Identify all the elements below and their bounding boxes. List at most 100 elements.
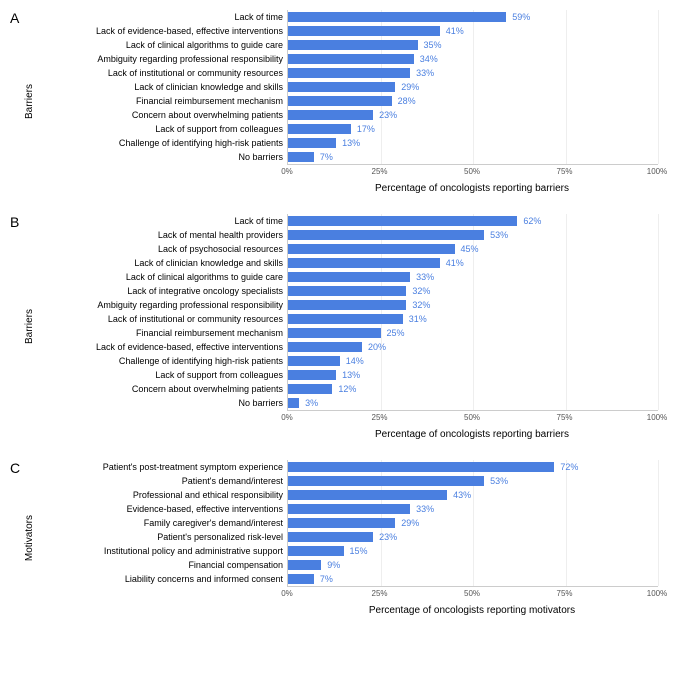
chart-area: MotivatorsPatient's post-treatment sympt… [24,460,675,616]
bar [288,384,332,394]
bar [288,574,314,584]
bar-value: 13% [342,370,360,380]
x-tick: 75% [556,589,572,598]
bar-value: 34% [420,54,438,64]
bar-label: Financial reimbursement mechanism [37,94,287,108]
bar-value: 35% [424,40,442,50]
bar-label: Challenge of identifying high-risk patie… [37,136,287,150]
bar-label: Lack of evidence-based, effective interv… [37,340,287,354]
plot-area: 62%53%45%41%33%32%32%31%25%20%14%13%12%3… [287,214,658,411]
bar-row: 62% [288,214,658,228]
bar-value: 29% [401,82,419,92]
bar-label: Lack of clinician knowledge and skills [37,80,287,94]
x-axis-title: Percentage of oncologists reporting moti… [287,605,657,616]
x-tick: 75% [556,413,572,422]
bar-label: Lack of time [37,10,287,24]
bar [288,314,403,324]
bar-label: Lack of integrative oncology specialists [37,284,287,298]
bar-value: 7% [320,152,333,162]
bar-label: Financial compensation [37,558,287,572]
bar-value: 28% [398,96,416,106]
bar-value: 33% [416,68,434,78]
bar-value: 72% [560,462,578,472]
bar-label: No barriers [37,396,287,410]
bar-value: 17% [357,124,375,134]
bars-column: 72%53%43%33%29%23%15%9%7%0%25%50%75%100%… [287,460,657,616]
bar-label: Institutional policy and administrative … [37,544,287,558]
bar-value: 14% [346,356,364,366]
bar-value: 32% [412,300,430,310]
bar-row: 17% [288,122,658,136]
bar-row: 14% [288,354,658,368]
bar-value: 45% [461,244,479,254]
bar [288,54,414,64]
bar-label: Lack of mental health providers [37,228,287,242]
bar-row: 13% [288,368,658,382]
bar-label: Ambiguity regarding professional respons… [37,298,287,312]
bar [288,286,406,296]
bar-label: Lack of psychosocial resources [37,242,287,256]
bar [288,244,455,254]
x-ticks: 0%25%50%75%100% [287,165,657,177]
panel-a: ABarriersLack of timeLack of evidence-ba… [10,10,675,194]
bar-value: 59% [512,12,530,22]
bar [288,300,406,310]
bar [288,518,395,528]
bar [288,68,410,78]
grid-line [658,214,659,410]
bar-row: 41% [288,24,658,38]
y-axis-title: Barriers [24,84,35,119]
bar-value: 43% [453,490,471,500]
bar [288,82,395,92]
x-tick: 50% [464,413,480,422]
bar [288,96,392,106]
panel-b: BBarriersLack of timeLack of mental heal… [10,214,675,440]
bar-value: 25% [387,328,405,338]
x-ticks: 0%25%50%75%100% [287,411,657,423]
bar-row: 29% [288,516,658,530]
labels-column: Patient's post-treatment symptom experie… [37,460,287,616]
bar-label: Family caregiver's demand/interest [37,516,287,530]
bar-value: 41% [446,258,464,268]
x-tick: 100% [647,167,667,176]
x-tick: 25% [371,167,387,176]
y-axis-title: Barriers [24,309,35,344]
bar-row: 28% [288,94,658,108]
bar-label: Liability concerns and informed consent [37,572,287,586]
bar-label: Patient's demand/interest [37,474,287,488]
bar-label: Lack of clinical algorithms to guide car… [37,38,287,52]
x-tick: 100% [647,589,667,598]
bar-value: 13% [342,138,360,148]
chart-area: BarriersLack of timeLack of evidence-bas… [24,10,675,194]
x-tick: 25% [371,589,387,598]
bar [288,342,362,352]
bar-row: 29% [288,80,658,94]
bar-label: Lack of clinician knowledge and skills [37,256,287,270]
bar-value: 9% [327,560,340,570]
bar-label: Patient's post-treatment symptom experie… [37,460,287,474]
bar-row: 41% [288,256,658,270]
bar-row: 7% [288,572,658,586]
x-ticks: 0%25%50%75%100% [287,587,657,599]
bar-row: 25% [288,326,658,340]
bar-label: Lack of evidence-based, effective interv… [37,24,287,38]
bar [288,40,418,50]
bar-value: 33% [416,272,434,282]
bar [288,26,440,36]
x-tick: 50% [464,167,480,176]
bar-label: Evidence-based, effective interventions [37,502,287,516]
bar-label: Lack of support from colleagues [37,368,287,382]
bar [288,124,351,134]
bar-row: 20% [288,340,658,354]
bar-row: 7% [288,150,658,164]
bar-row: 32% [288,298,658,312]
bar-row: 13% [288,136,658,150]
bar-label: Lack of institutional or community resou… [37,312,287,326]
bar [288,546,344,556]
bar-row: 32% [288,284,658,298]
bar [288,12,506,22]
bar-row: 9% [288,558,658,572]
labels-column: Lack of timeLack of evidence-based, effe… [37,10,287,194]
bar-label: Lack of time [37,214,287,228]
bar-value: 3% [305,398,318,408]
